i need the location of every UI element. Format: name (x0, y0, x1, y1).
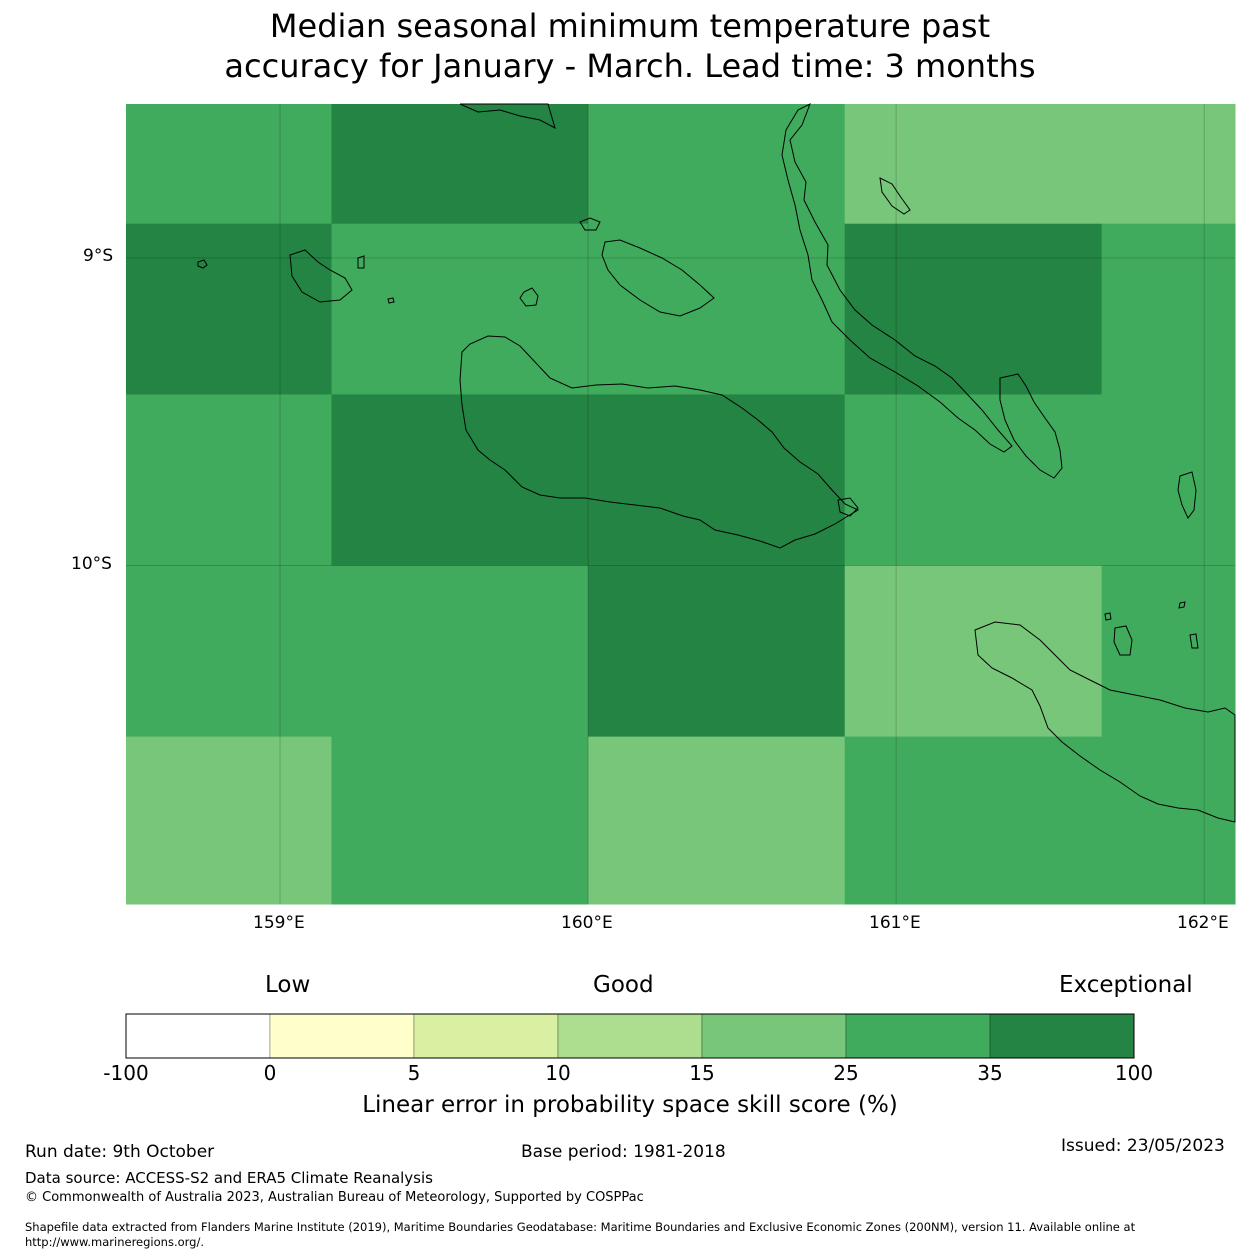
skill-cell (1101, 736, 1236, 905)
colorbar-tick: -100 (103, 1061, 149, 1085)
base-period: Base period: 1981-2018 (521, 1142, 726, 1162)
lon-label-162e: 162°E (1177, 913, 1229, 933)
skill-cell (331, 565, 589, 738)
skill-cell (126, 394, 332, 567)
colorbar (125, 1013, 1135, 1059)
colorbar-segment (989, 1013, 1135, 1059)
skill-cell (1101, 104, 1236, 225)
lat-label-10s: 10°S (71, 554, 112, 574)
skill-cell (126, 565, 332, 738)
colorbar-tick: 35 (977, 1061, 1003, 1085)
skill-cell (588, 736, 846, 905)
coastline-malaita (999, 373, 1063, 479)
coastline-islet-8 (837, 497, 859, 517)
chart-title: Median seasonal minimum temperature past… (0, 6, 1260, 86)
coastlines (197, 102, 1236, 823)
colorbar-segment (269, 1013, 415, 1059)
skill-cell (588, 565, 846, 738)
skill-cell (331, 394, 589, 567)
colorbar-category-exceptional: Exceptional (1059, 972, 1193, 998)
run-date: Run date: 9th October (25, 1142, 215, 1162)
data-source: Data source: ACCESS-S2 and ERA5 Climate … (25, 1169, 433, 1187)
skill-cell (844, 104, 1103, 225)
skill-cell (331, 736, 589, 905)
skill-cell (331, 223, 589, 395)
skill-cell (1101, 565, 1236, 738)
colorbar-tick: 100 (1114, 1061, 1154, 1085)
skill-cell (844, 223, 1103, 395)
colorbar-segment (701, 1013, 847, 1059)
colorbar-frame (125, 1013, 1135, 1059)
skill-cell (844, 736, 1103, 905)
coastline-ulawa (1177, 471, 1197, 519)
skill-cell (1101, 394, 1236, 567)
coastline-nggela (601, 239, 715, 317)
coastline-islet-2 (579, 217, 601, 231)
colorbar-tick: 5 (407, 1061, 421, 1085)
coastline-russell (289, 249, 353, 303)
coastline-islet-7 (1189, 633, 1199, 649)
colorbar-tick: 0 (263, 1061, 277, 1085)
coastline-islet-6 (1178, 601, 1186, 609)
lon-label-161e: 161°E (869, 913, 921, 933)
title-line-2: accuracy for January - March. Lead time:… (224, 47, 1036, 85)
coastline-islet-10 (357, 255, 365, 269)
skill-cell (331, 104, 589, 225)
copyright: © Commonwealth of Australia 2023, Austra… (25, 1190, 644, 1205)
coastline-islet-9 (387, 297, 395, 304)
colorbar-tick: 25 (833, 1061, 859, 1085)
coastline-islet-5 (1104, 612, 1112, 621)
lon-label-159e: 159°E (253, 913, 305, 933)
skill-cell (844, 565, 1103, 738)
coastline-makira (974, 621, 1236, 823)
skill-cell (844, 394, 1103, 567)
colorbar-segment (413, 1013, 559, 1059)
coastline-islet-3 (459, 103, 556, 129)
coastline-uki (1113, 625, 1133, 656)
colorbar-tick: 15 (689, 1061, 715, 1085)
coastline-islet-1 (197, 259, 208, 269)
colorbar-category-low: Low (265, 972, 311, 998)
issued-date: Issued: 23/05/2023 (1061, 1136, 1225, 1156)
coastline-guadalcanal (459, 335, 860, 549)
skill-cell (126, 223, 332, 395)
colorbar-segment (845, 1013, 991, 1059)
coastline-islet-4 (879, 177, 911, 215)
skill-cell (126, 104, 332, 225)
skill-cell (588, 394, 846, 567)
colorbar-segment (125, 1013, 271, 1059)
colorbar-title: Linear error in probability space skill … (362, 1092, 898, 1118)
graticule (126, 104, 1235, 904)
coastline-savo (519, 287, 539, 307)
lat-label-9s: 9°S (83, 246, 114, 266)
shapefile-credit-line-1: Shapefile data extracted from Flanders M… (25, 1220, 1136, 1234)
title-line-1: Median seasonal minimum temperature past (269, 7, 991, 45)
skill-cell (588, 223, 846, 395)
colorbar-category-good: Good (593, 972, 654, 998)
lon-label-160e: 160°E (561, 913, 613, 933)
colorbar-tick: 10 (545, 1061, 571, 1085)
skill-cell (1101, 223, 1236, 395)
skill-cell (126, 736, 332, 905)
colorbar-segment (557, 1013, 703, 1059)
shapefile-credit-line-2: http://www.marineregions.org/. (25, 1235, 204, 1249)
skill-grid-cells (126, 104, 1236, 905)
coastline-santa-isabel (781, 102, 1013, 453)
